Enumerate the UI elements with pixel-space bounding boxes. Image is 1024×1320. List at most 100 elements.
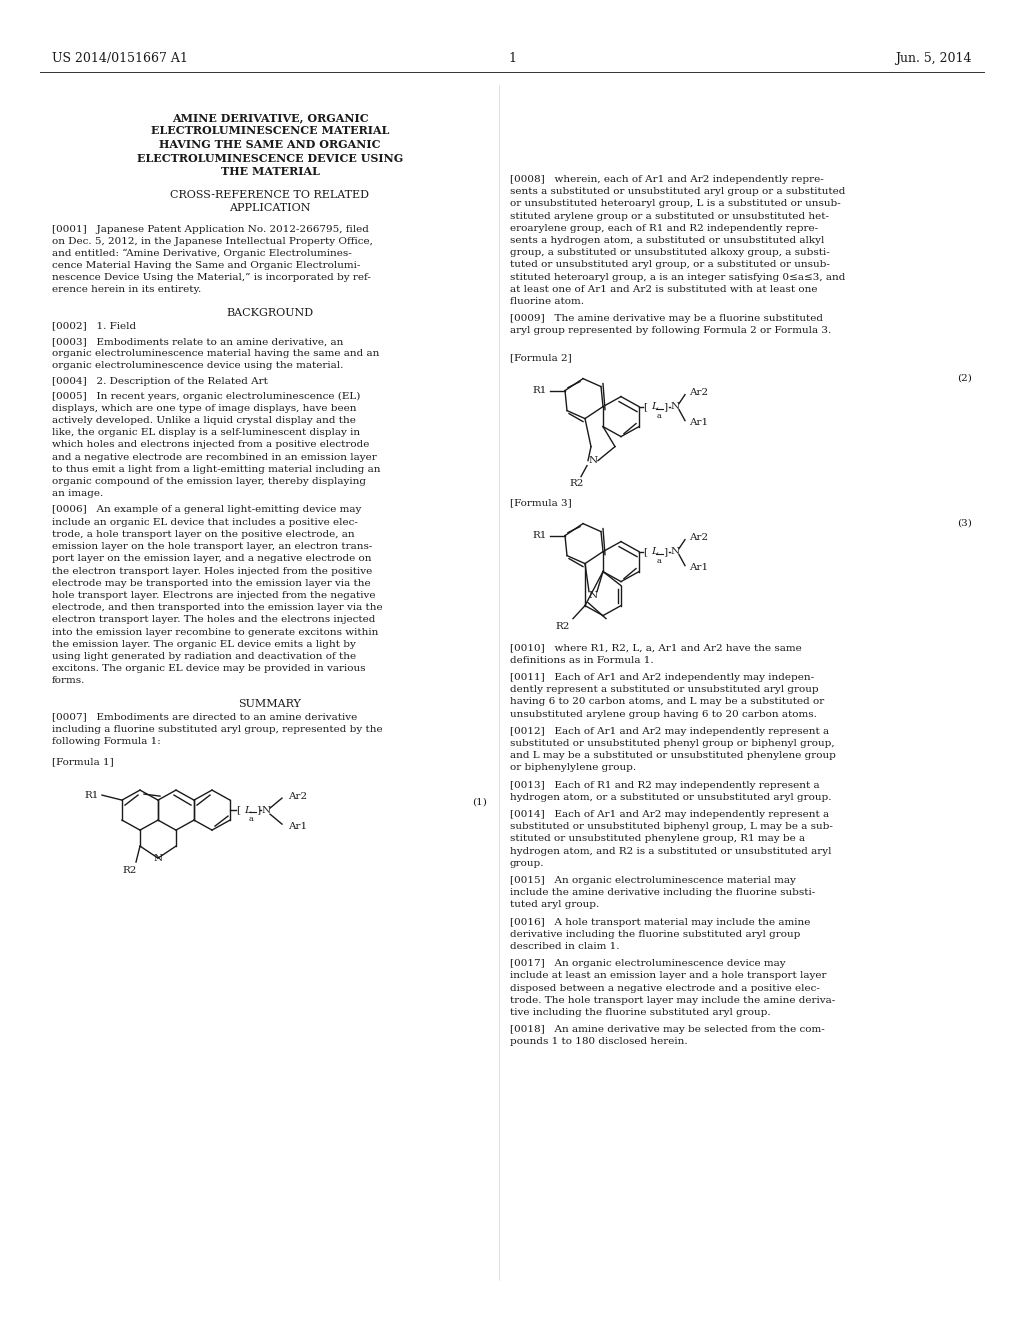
Text: electrode may be transported into the emission layer via the: electrode may be transported into the em… — [52, 578, 371, 587]
Text: N: N — [671, 546, 680, 556]
Text: [0013]   Each of R1 and R2 may independently represent a: [0013] Each of R1 and R2 may independent… — [510, 780, 819, 789]
Text: which holes and electrons injected from a positive electrode: which holes and electrons injected from … — [52, 441, 370, 450]
Text: [0005]   In recent years, organic electroluminescence (EL): [0005] In recent years, organic electrol… — [52, 392, 360, 401]
Text: and a negative electrode are recombined in an emission layer: and a negative electrode are recombined … — [52, 453, 377, 462]
Text: N: N — [671, 403, 680, 411]
Text: [0018]   An amine derivative may be selected from the com-: [0018] An amine derivative may be select… — [510, 1026, 824, 1034]
Text: or unsubstituted heteroaryl group, L is a substituted or unsub-: or unsubstituted heteroaryl group, L is … — [510, 199, 841, 209]
Text: BACKGROUND: BACKGROUND — [226, 308, 313, 318]
Text: derivative including the fluorine substituted aryl group: derivative including the fluorine substi… — [510, 929, 801, 939]
Text: R1: R1 — [532, 531, 547, 540]
Text: and entitled: “Amine Derivative, Organic Electrolumines-: and entitled: “Amine Derivative, Organic… — [52, 249, 352, 259]
Text: into the emission layer recombine to generate excitons within: into the emission layer recombine to gen… — [52, 627, 379, 636]
Text: at least one of Ar1 and Ar2 is substituted with at least one: at least one of Ar1 and Ar2 is substitut… — [510, 285, 817, 294]
Text: R2: R2 — [123, 866, 137, 875]
Text: eroarylene group, each of R1 and R2 independently repre-: eroarylene group, each of R1 and R2 inde… — [510, 224, 818, 232]
Text: trode. The hole transport layer may include the amine deriva-: trode. The hole transport layer may incl… — [510, 995, 836, 1005]
Text: [Formula 3]: [Formula 3] — [510, 499, 571, 508]
Text: ELECTROLUMINESCENCE MATERIAL: ELECTROLUMINESCENCE MATERIAL — [151, 125, 389, 136]
Text: L: L — [651, 546, 657, 556]
Text: port layer on the emission layer, and a negative electrode on: port layer on the emission layer, and a … — [52, 554, 372, 564]
Text: APPLICATION: APPLICATION — [229, 203, 310, 213]
Text: R1: R1 — [85, 791, 99, 800]
Text: sents a hydrogen atom, a substituted or unsubstituted alkyl: sents a hydrogen atom, a substituted or … — [510, 236, 824, 246]
Text: organic electroluminescence material having the same and an: organic electroluminescence material hav… — [52, 348, 379, 358]
Text: R2: R2 — [556, 622, 570, 631]
Text: ELECTROLUMINESCENCE DEVICE USING: ELECTROLUMINESCENCE DEVICE USING — [137, 153, 403, 164]
Text: electron transport layer. The holes and the electrons injected: electron transport layer. The holes and … — [52, 615, 376, 624]
Text: Jun. 5, 2014: Jun. 5, 2014 — [896, 51, 972, 65]
Text: actively developed. Unlike a liquid crystal display and the: actively developed. Unlike a liquid crys… — [52, 416, 356, 425]
Text: Ar2: Ar2 — [288, 792, 307, 801]
Text: [0011]   Each of Ar1 and Ar2 independently may indepen-: [0011] Each of Ar1 and Ar2 independently… — [510, 673, 814, 682]
Text: group.: group. — [510, 859, 545, 867]
Text: stituted heteroaryl group, a is an integer satisfying 0≤a≤3, and: stituted heteroaryl group, a is an integ… — [510, 273, 846, 281]
Text: to thus emit a light from a light-emitting material including an: to thus emit a light from a light-emitti… — [52, 465, 381, 474]
Text: HAVING THE SAME AND ORGANIC: HAVING THE SAME AND ORGANIC — [160, 139, 381, 150]
Text: N: N — [154, 854, 163, 862]
Text: Ar1: Ar1 — [288, 821, 307, 830]
Text: Ar1: Ar1 — [689, 564, 709, 572]
Text: unsubstituted arylene group having 6 to 20 carbon atoms.: unsubstituted arylene group having 6 to … — [510, 710, 817, 718]
Text: include the amine derivative including the fluorine substi-: include the amine derivative including t… — [510, 888, 815, 898]
Text: a: a — [249, 816, 254, 824]
Text: L: L — [244, 805, 251, 814]
Text: dently represent a substituted or unsubstituted aryl group: dently represent a substituted or unsubs… — [510, 685, 818, 694]
Text: R1: R1 — [532, 385, 547, 395]
Text: definitions as in Formula 1.: definitions as in Formula 1. — [510, 656, 653, 665]
Text: and L may be a substituted or unsubstituted phenylene group: and L may be a substituted or unsubstitu… — [510, 751, 836, 760]
Text: nescence Device Using the Material,” is incorporated by ref-: nescence Device Using the Material,” is … — [52, 273, 371, 282]
Text: [0009]   The amine derivative may be a fluorine substituted: [0009] The amine derivative may be a flu… — [510, 314, 823, 323]
Text: ]: ] — [663, 403, 667, 411]
Text: tuted or unsubstituted aryl group, or a substituted or unsub-: tuted or unsubstituted aryl group, or a … — [510, 260, 829, 269]
Text: N: N — [589, 457, 598, 465]
Text: stituted or unsubstituted phenylene group, R1 may be a: stituted or unsubstituted phenylene grou… — [510, 834, 805, 843]
Text: substituted or unsubstituted biphenyl group, L may be a sub-: substituted or unsubstituted biphenyl gr… — [510, 822, 833, 832]
Text: [0004]   2. Description of the Related Art: [0004] 2. Description of the Related Art — [52, 378, 268, 387]
Text: [: [ — [643, 403, 647, 411]
Text: tuted aryl group.: tuted aryl group. — [510, 900, 599, 909]
Text: following Formula 1:: following Formula 1: — [52, 737, 161, 746]
Text: hole transport layer. Electrons are injected from the negative: hole transport layer. Electrons are inje… — [52, 591, 376, 599]
Text: [0006]   An example of a general light-emitting device may: [0006] An example of a general light-emi… — [52, 506, 361, 515]
Text: sents a substituted or unsubstituted aryl group or a substituted: sents a substituted or unsubstituted ary… — [510, 187, 846, 197]
Text: displays, which are one type of image displays, have been: displays, which are one type of image di… — [52, 404, 356, 413]
Text: excitons. The organic EL device may be provided in various: excitons. The organic EL device may be p… — [52, 664, 366, 673]
Text: an image.: an image. — [52, 490, 103, 498]
Text: stituted arylene group or a substituted or unsubstituted het-: stituted arylene group or a substituted … — [510, 211, 829, 220]
Text: (1): (1) — [472, 797, 487, 807]
Text: electrode, and then transported into the emission layer via the: electrode, and then transported into the… — [52, 603, 383, 612]
Text: AMINE DERIVATIVE, ORGANIC: AMINE DERIVATIVE, ORGANIC — [172, 112, 369, 123]
Text: substituted or unsubstituted phenyl group or biphenyl group,: substituted or unsubstituted phenyl grou… — [510, 739, 835, 748]
Text: [Formula 2]: [Formula 2] — [510, 354, 571, 363]
Text: having 6 to 20 carbon atoms, and L may be a substituted or: having 6 to 20 carbon atoms, and L may b… — [510, 697, 824, 706]
Text: 1: 1 — [508, 51, 516, 65]
Text: aryl group represented by following Formula 2 or Formula 3.: aryl group represented by following Form… — [510, 326, 831, 335]
Text: [0016]   A hole transport material may include the amine: [0016] A hole transport material may inc… — [510, 917, 810, 927]
Text: US 2014/0151667 A1: US 2014/0151667 A1 — [52, 51, 187, 65]
Text: disposed between a negative electrode and a positive elec-: disposed between a negative electrode an… — [510, 983, 820, 993]
Text: [0010]   where R1, R2, L, a, Ar1 and Ar2 have the same: [0010] where R1, R2, L, a, Ar1 and Ar2 h… — [510, 644, 802, 652]
Text: ]: ] — [256, 805, 260, 814]
Text: [: [ — [643, 546, 647, 556]
Text: include at least an emission layer and a hole transport layer: include at least an emission layer and a… — [510, 972, 826, 981]
Text: (2): (2) — [957, 374, 972, 383]
Text: [: [ — [236, 805, 240, 814]
Text: organic electroluminescence device using the material.: organic electroluminescence device using… — [52, 362, 343, 371]
Text: erence herein in its entirety.: erence herein in its entirety. — [52, 285, 202, 294]
Text: [0001]   Japanese Patent Application No. 2012-266795, filed: [0001] Japanese Patent Application No. 2… — [52, 224, 369, 234]
Text: tive including the fluorine substituted aryl group.: tive including the fluorine substituted … — [510, 1008, 771, 1016]
Text: [0007]   Embodiments are directed to an amine derivative: [0007] Embodiments are directed to an am… — [52, 713, 357, 722]
Text: N: N — [589, 591, 598, 601]
Text: the emission layer. The organic EL device emits a light by: the emission layer. The organic EL devic… — [52, 640, 356, 648]
Text: [Formula 1]: [Formula 1] — [52, 758, 114, 766]
Text: described in claim 1.: described in claim 1. — [510, 942, 620, 950]
Text: or biphenylylene group.: or biphenylylene group. — [510, 763, 636, 772]
Text: THE MATERIAL: THE MATERIAL — [220, 166, 319, 177]
Text: emission layer on the hole transport layer, an electron trans-: emission layer on the hole transport lay… — [52, 543, 373, 552]
Text: [0003]   Embodiments relate to an amine derivative, an: [0003] Embodiments relate to an amine de… — [52, 337, 343, 346]
Text: a: a — [657, 412, 662, 420]
Text: Ar2: Ar2 — [689, 388, 709, 397]
Text: cence Material Having the Same and Organic Electrolumi-: cence Material Having the Same and Organ… — [52, 261, 360, 271]
Text: organic compound of the emission layer, thereby displaying: organic compound of the emission layer, … — [52, 477, 366, 486]
